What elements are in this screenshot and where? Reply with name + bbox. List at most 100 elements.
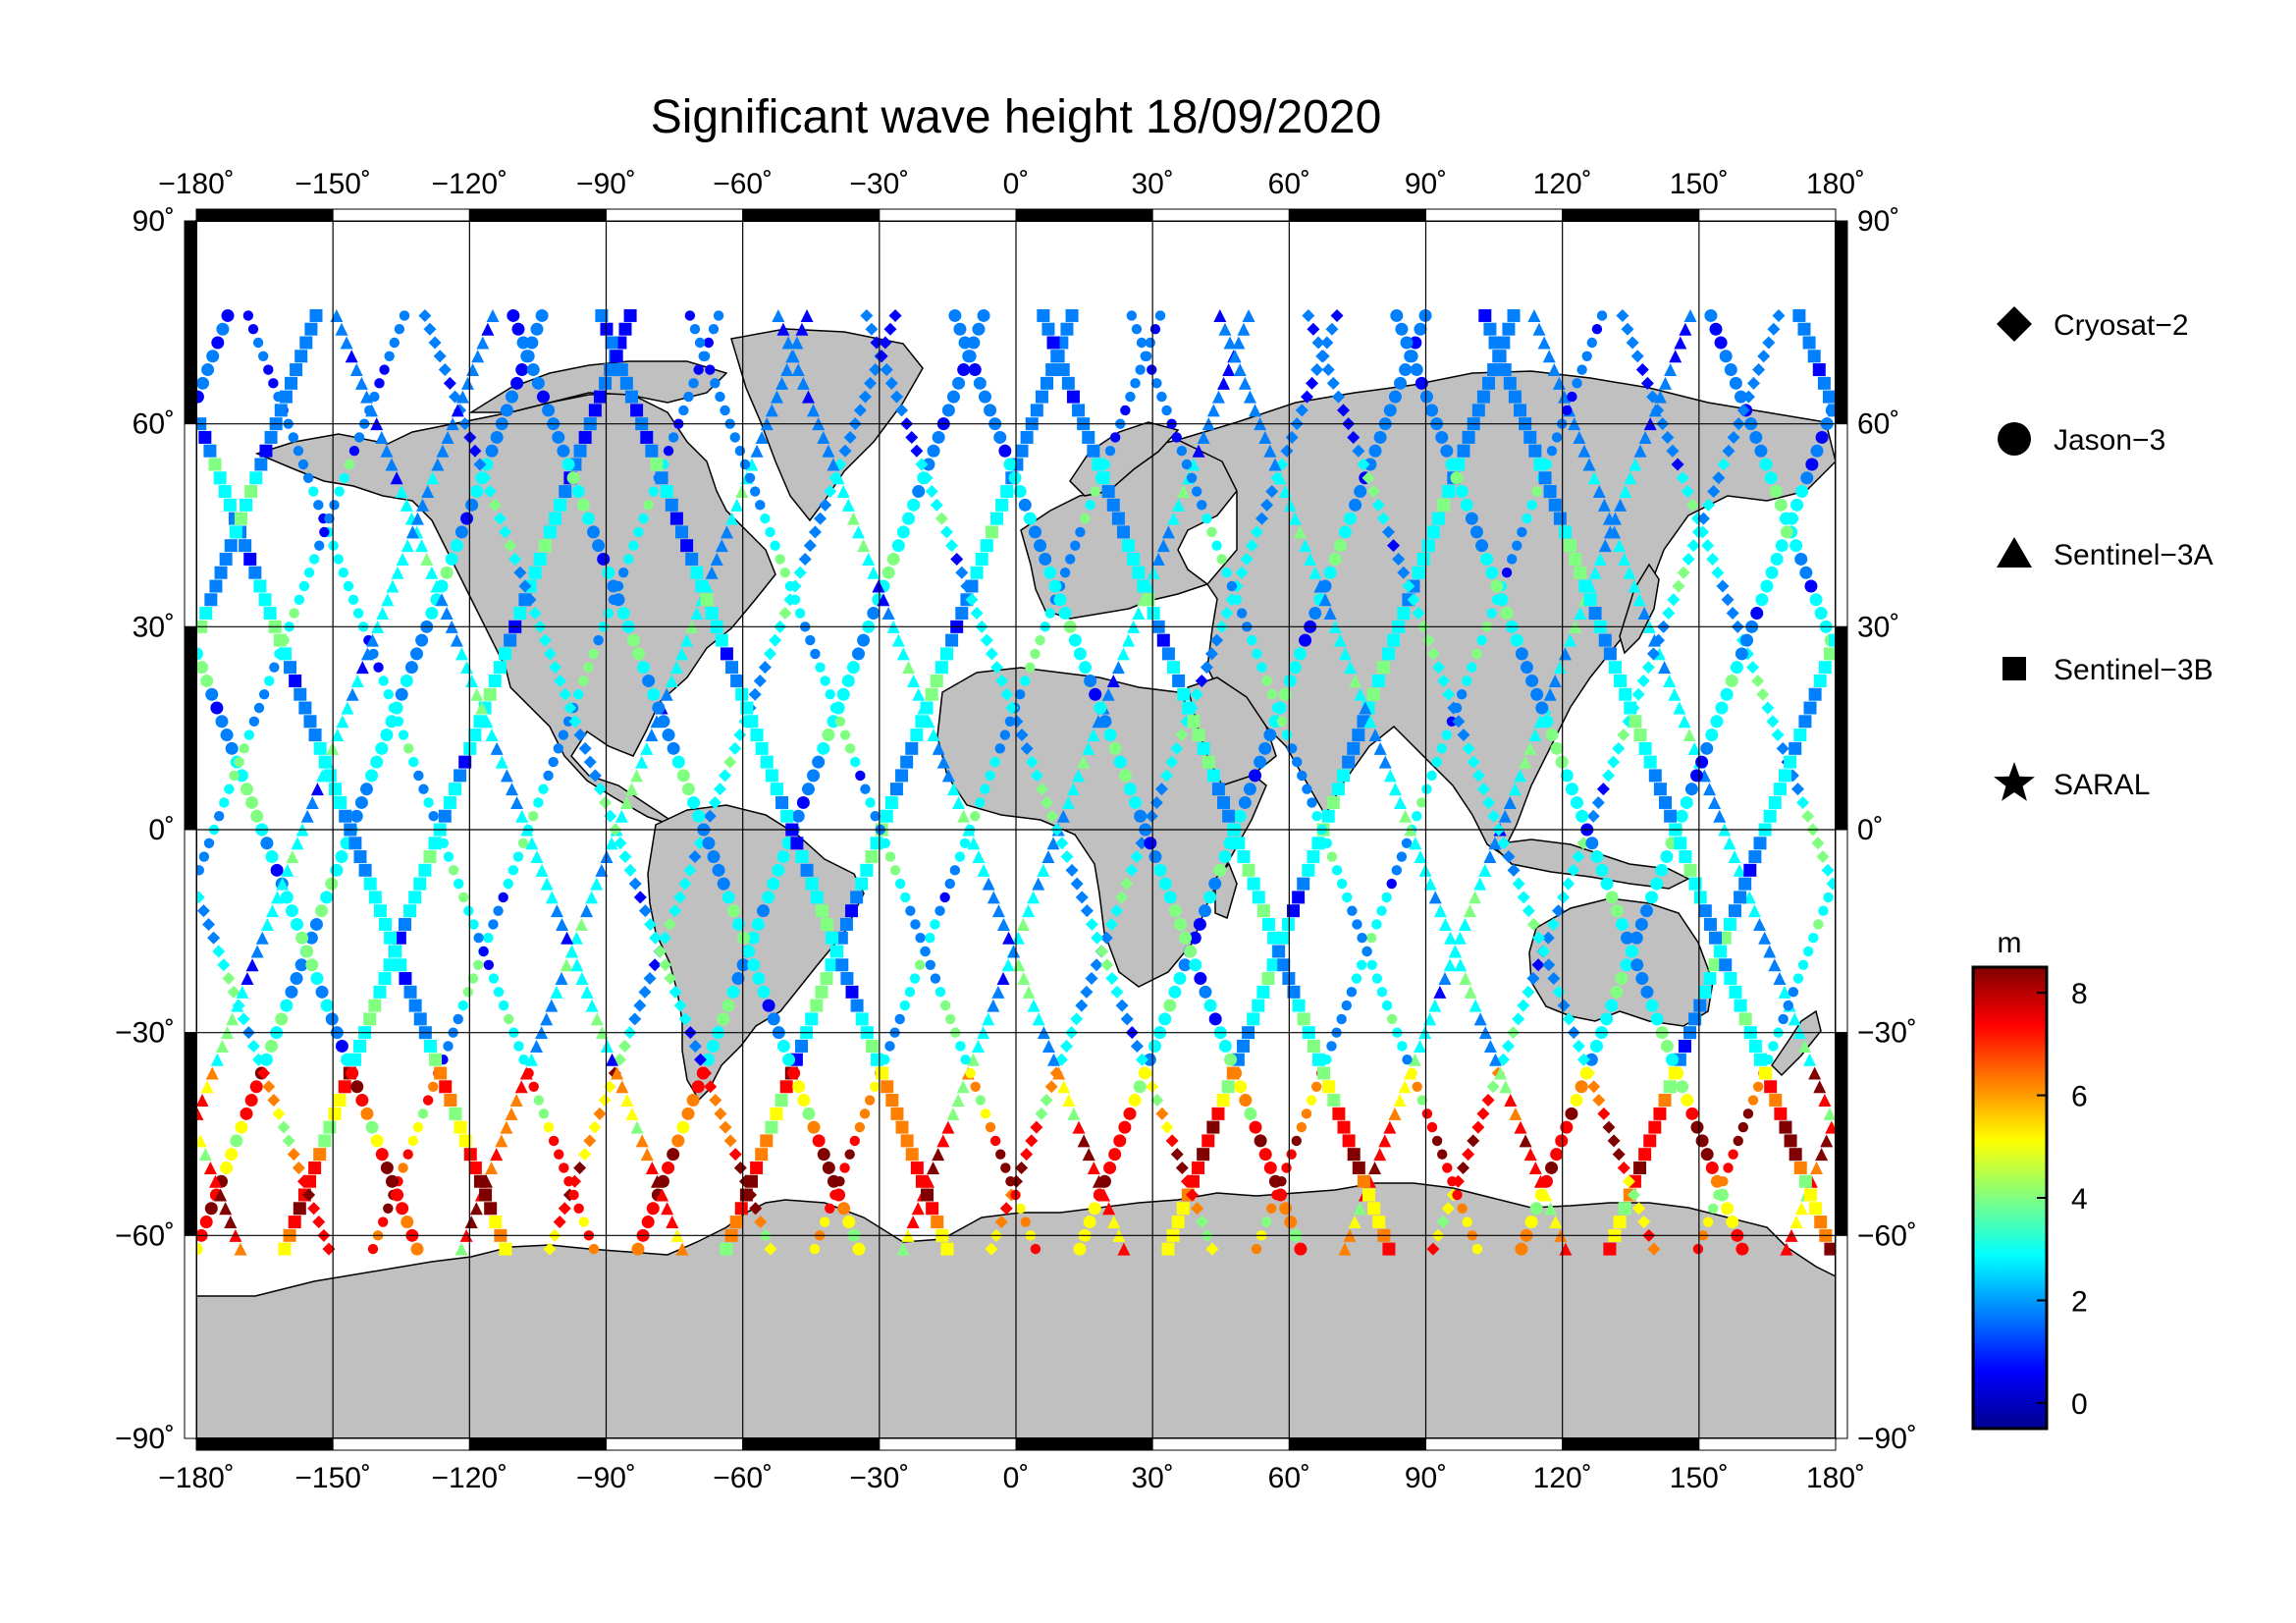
track-point <box>1512 540 1522 551</box>
track-point <box>604 809 617 823</box>
track-point <box>1104 446 1116 457</box>
track-point <box>1220 607 1234 621</box>
track-point <box>1621 931 1634 945</box>
track-point <box>1337 769 1351 783</box>
track-point <box>765 769 778 783</box>
track-point <box>1537 945 1551 958</box>
track-point <box>1724 363 1737 377</box>
track-point <box>1016 917 1030 931</box>
track-point <box>854 1121 866 1133</box>
track-point <box>1173 972 1187 986</box>
track-point <box>705 566 719 579</box>
track-point <box>750 444 764 458</box>
track-point <box>1820 1134 1834 1148</box>
track-point <box>1020 1148 1034 1162</box>
track-point <box>328 783 342 796</box>
track-point <box>655 471 668 485</box>
track-point <box>464 1216 478 1229</box>
track-point <box>1095 945 1109 958</box>
track-point <box>1613 1216 1627 1229</box>
track-point <box>545 891 559 904</box>
track-point <box>855 877 869 891</box>
track-point <box>1635 972 1649 986</box>
track-point <box>643 500 654 511</box>
track-point <box>1482 795 1496 809</box>
track-point <box>805 877 819 891</box>
track-point <box>630 404 644 417</box>
track-point <box>1176 446 1188 457</box>
track-point <box>1506 554 1518 565</box>
track-point <box>383 1203 394 1214</box>
track-point <box>1794 552 1808 566</box>
track-point <box>1156 539 1170 553</box>
track-point <box>275 1012 289 1026</box>
track-point <box>703 809 717 823</box>
track-point <box>1476 783 1490 796</box>
track-point <box>335 322 348 336</box>
track-point <box>1189 958 1202 972</box>
track-point <box>510 795 524 809</box>
track-point <box>380 444 394 458</box>
track-point <box>683 391 694 403</box>
track-point <box>1501 568 1513 578</box>
track-point <box>470 485 484 499</box>
track-point <box>1210 633 1224 647</box>
track-point <box>240 1107 253 1120</box>
track-point <box>1640 376 1654 390</box>
track-point <box>215 1039 229 1053</box>
lon-tick-label: −120˚ <box>432 1462 508 1494</box>
track-point <box>1460 498 1473 512</box>
track-point <box>1148 1039 1161 1053</box>
track-point <box>1120 1012 1134 1026</box>
track-point <box>1182 701 1196 715</box>
track-point <box>1057 1080 1071 1094</box>
track-point <box>538 784 549 794</box>
track-point <box>1103 729 1117 742</box>
track-point <box>925 687 938 701</box>
track-point <box>1256 985 1270 999</box>
track-point <box>989 756 1000 768</box>
track-point <box>1618 552 1631 566</box>
track-point <box>412 1121 424 1133</box>
track-point <box>1768 1041 1779 1052</box>
track-point <box>1632 1202 1646 1216</box>
track-point <box>239 743 249 754</box>
track-point <box>1286 743 1298 754</box>
track-point <box>352 608 364 619</box>
track-point <box>824 485 837 499</box>
track-point <box>1142 593 1155 607</box>
track-point <box>936 755 950 769</box>
track-point <box>410 1242 424 1256</box>
track-point <box>628 1012 642 1026</box>
track-point <box>889 390 903 404</box>
track-point <box>234 512 247 525</box>
track-point <box>740 701 754 715</box>
track-point <box>749 1202 763 1216</box>
track-point <box>960 1055 971 1065</box>
track-point <box>1280 444 1294 458</box>
track-point <box>573 1203 584 1214</box>
track-point <box>838 444 852 458</box>
track-point <box>1332 1107 1346 1120</box>
track-point <box>1751 674 1765 687</box>
track-point <box>568 1189 579 1201</box>
track-point <box>388 702 400 714</box>
track-point <box>714 1107 727 1120</box>
track-point <box>281 863 294 877</box>
track-point <box>310 783 324 796</box>
frame-segment-right <box>1835 625 1848 831</box>
track-point <box>941 769 955 783</box>
track-point <box>320 999 334 1012</box>
track-point <box>1070 1012 1084 1026</box>
track-point <box>1620 958 1633 972</box>
track-point <box>231 999 244 1012</box>
track-point <box>694 337 706 349</box>
track-point <box>298 701 312 715</box>
track-point <box>364 405 375 416</box>
track-point <box>940 1242 954 1256</box>
track-point <box>1240 552 1254 566</box>
track-point <box>995 498 1009 512</box>
track-point <box>1107 1216 1121 1229</box>
track-point <box>1632 593 1646 607</box>
